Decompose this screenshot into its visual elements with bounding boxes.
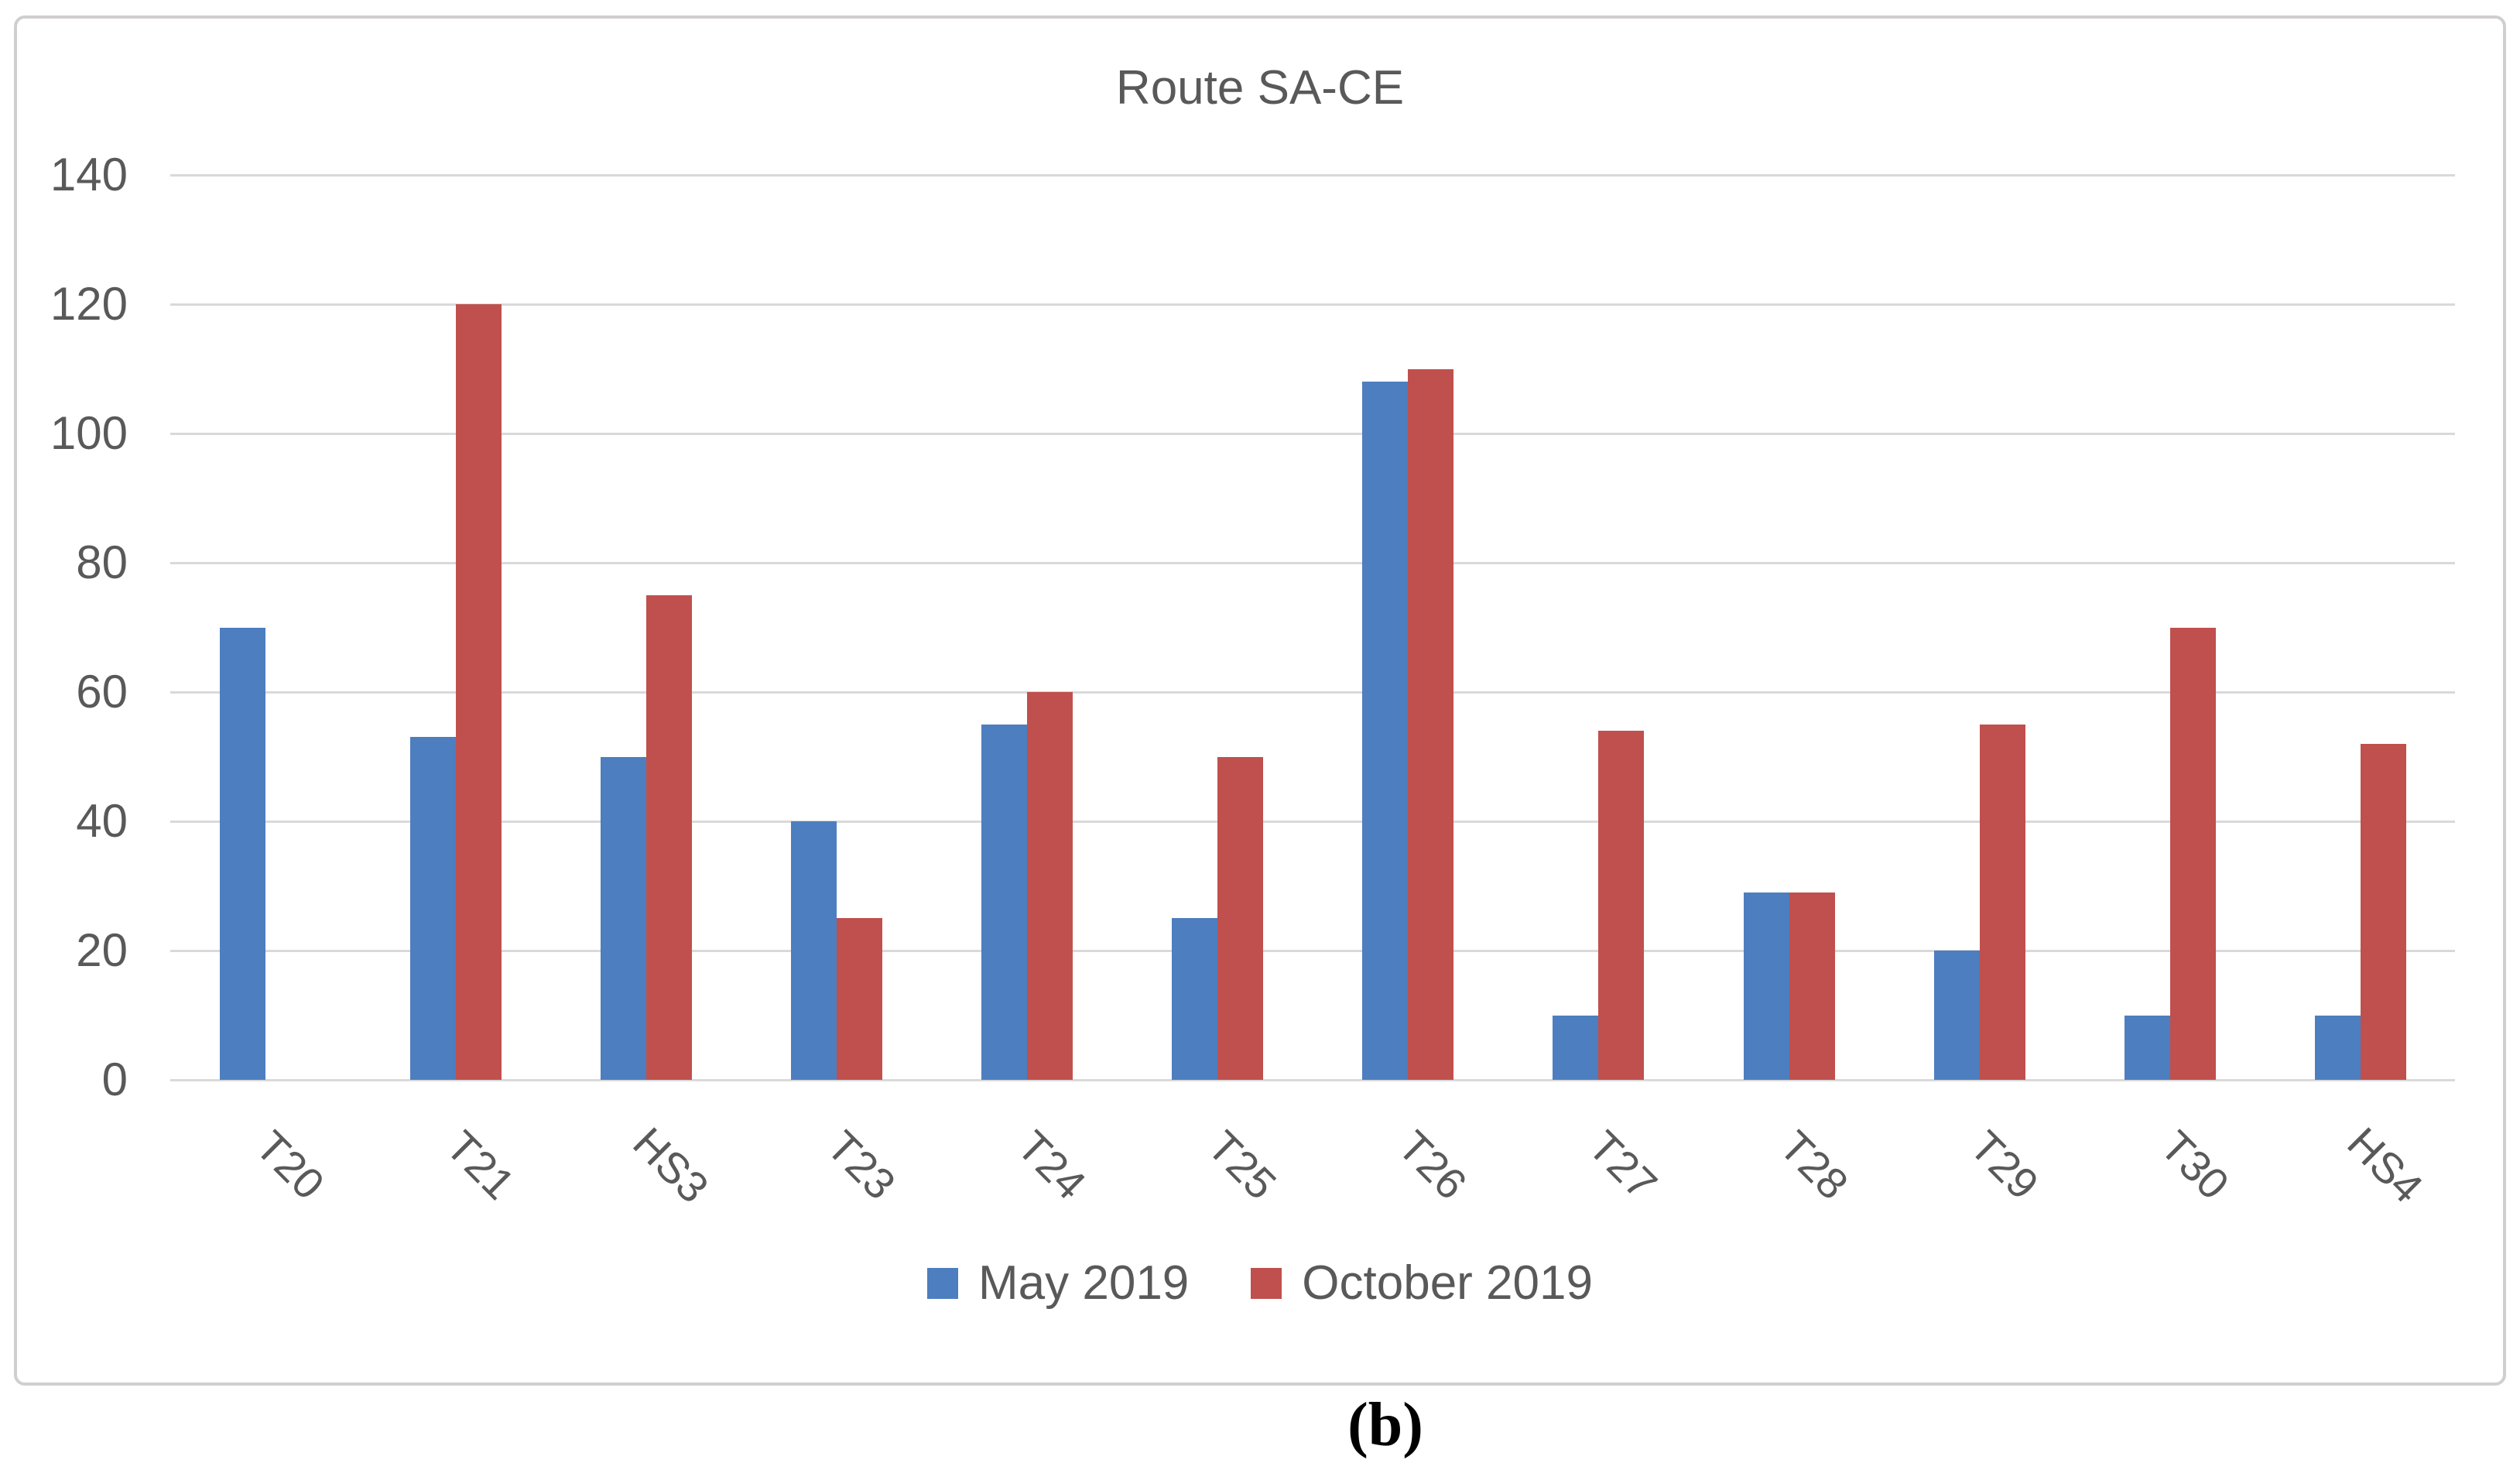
y-tick-label-100: 100 [50,407,128,459]
gridline-100 [170,433,2455,435]
legend-item-october-2019: October 2019 [1251,1256,1593,1311]
y-tick-label-140: 140 [50,149,128,200]
gridline-0 [170,1079,2455,1081]
gridline-80 [170,562,2455,564]
figure-caption: (b) [1347,1391,1423,1459]
gridline-140 [170,174,2455,176]
bar-may-2019-t26 [1362,382,1409,1080]
bar-october-2019-t30 [2169,627,2216,1080]
y-tick-label-0: 0 [101,1054,128,1105]
bar-october-2019-t21 [456,304,502,1080]
chart-title: Route SA-CE [1115,61,1405,115]
bar-october-2019-t23 [837,918,883,1080]
gridline-120 [170,303,2455,306]
bar-may-2019-t24 [981,724,1028,1080]
bar-october-2019-t26 [1408,368,1454,1080]
gridline-40 [170,821,2455,823]
bar-may-2019-t28 [1743,892,1789,1080]
chart-frame [14,15,2506,1386]
y-tick-label-80: 80 [76,536,128,588]
bar-october-2019-hs4 [2360,743,2406,1080]
legend-label-october-2019: October 2019 [1302,1256,1593,1310]
legend: May 2019 October 2019 [0,1256,2520,1311]
gridline-60 [170,691,2455,694]
y-tick-label-60: 60 [76,666,128,718]
legend-label-may-2019: May 2019 [978,1256,1190,1310]
legend-swatch-may-2019 [927,1267,958,1299]
bar-may-2019-t27 [1553,1015,1599,1080]
bar-october-2019-t25 [1217,756,1264,1080]
bar-october-2019-t24 [1027,692,1073,1080]
bar-october-2019-t27 [1598,731,1645,1080]
y-tick-label-40: 40 [76,795,128,847]
y-tick-label-20: 20 [76,924,128,976]
bar-may-2019-t23 [791,821,837,1080]
gridline-20 [170,950,2455,952]
bar-may-2019-hs4 [2314,1015,2361,1080]
bar-may-2019-t25 [1172,918,1218,1080]
bar-october-2019-t28 [1789,892,1835,1080]
bar-may-2019-t20 [220,627,265,1080]
bar-may-2019-t21 [410,737,457,1080]
bar-may-2019-t30 [2124,1015,2170,1080]
bar-may-2019-hs3 [601,756,647,1080]
bar-october-2019-hs3 [646,594,693,1080]
legend-swatch-october-2019 [1251,1267,1282,1299]
bar-october-2019-t29 [1979,724,2025,1080]
legend-item-may-2019: May 2019 [927,1256,1189,1311]
plot-area [170,174,2455,1081]
bar-may-2019-t29 [1933,951,1980,1080]
y-tick-label-120: 120 [50,278,128,330]
